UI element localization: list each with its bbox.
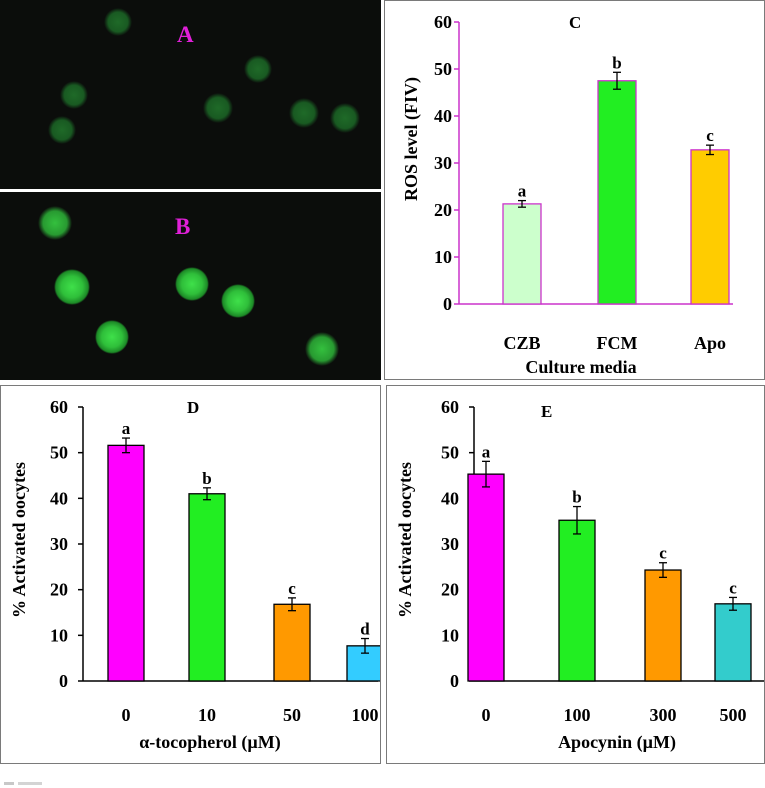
y-tick-label: 60 xyxy=(50,397,68,417)
x-tick-label: 0 xyxy=(482,705,491,725)
panel-label-a: A xyxy=(177,22,194,47)
panel-label-b: B xyxy=(175,214,191,239)
chart-panel-e: 0 10 20 30 40 50 60 a 0 b 100 c 300 c 500 E % Activate… xyxy=(386,385,765,764)
y-tick-label: 0 xyxy=(59,671,68,691)
significance-letter: a xyxy=(518,182,527,201)
significance-letter: a xyxy=(482,442,491,461)
y-tick-label: 20 xyxy=(441,580,459,600)
caption-fragment-mark xyxy=(4,782,42,785)
significance-letter: c xyxy=(729,578,737,597)
x-tick-label: CZB xyxy=(503,333,540,353)
chart-panel-label: E xyxy=(541,402,552,421)
x-tick-label: 10 xyxy=(198,705,216,725)
micrograph-panel-b: B xyxy=(0,192,381,380)
oocyte-dim xyxy=(244,55,272,83)
y-tick-label: 50 xyxy=(50,443,68,463)
bar xyxy=(273,603,311,682)
x-tick-label: Apo xyxy=(694,333,726,353)
y-tick-label: 40 xyxy=(441,488,459,508)
x-axis-title: Apocynin (µM) xyxy=(558,732,676,753)
y-tick-label: 60 xyxy=(441,397,459,417)
chart-panel-label: C xyxy=(569,13,581,32)
x-axis-title: α-tocopherol (µM) xyxy=(139,732,281,753)
oocyte-bright xyxy=(54,269,90,305)
y-tick-label: 30 xyxy=(50,534,68,554)
bar xyxy=(597,80,637,305)
micrograph-b-image xyxy=(38,206,339,366)
x-tick-label: 50 xyxy=(283,705,301,725)
y-tick-label: 0 xyxy=(450,671,459,691)
bar xyxy=(188,493,226,682)
bar xyxy=(558,519,596,682)
chart-panel-c: 0 10 20 30 40 50 60 a CZB b FCM c Apo C ROS level (F… xyxy=(384,0,765,380)
y-tick-label: 30 xyxy=(441,534,459,554)
bar xyxy=(714,603,752,682)
micrograph-a-image xyxy=(48,8,360,144)
x-tick-label: 500 xyxy=(720,705,747,725)
x-tick-label: FCM xyxy=(597,333,638,353)
y-tick-label: 10 xyxy=(434,247,452,267)
significance-letter: b xyxy=(572,488,581,507)
oocyte-bright xyxy=(38,206,72,240)
oocyte-bright xyxy=(95,320,129,354)
bar xyxy=(502,203,542,305)
significance-letter: c xyxy=(659,544,667,563)
y-tick-label: 50 xyxy=(441,443,459,463)
y-tick-label: 60 xyxy=(434,12,452,32)
chart-panel-label: D xyxy=(187,398,199,417)
oocyte-dim xyxy=(60,81,88,109)
oocyte-dim xyxy=(104,8,132,36)
bar xyxy=(467,473,505,682)
y-axis-title: % Activated oocytes xyxy=(395,462,415,618)
y-tick-label: 0 xyxy=(443,294,452,314)
bar xyxy=(644,569,682,682)
y-tick-label: 20 xyxy=(50,580,68,600)
y-tick-label: 50 xyxy=(434,59,452,79)
oocyte-bright xyxy=(221,284,255,318)
oocyte-dim xyxy=(48,116,76,144)
significance-letter: d xyxy=(360,620,370,639)
bar xyxy=(690,149,730,305)
x-tick-label: 300 xyxy=(650,705,677,725)
oocyte-dim xyxy=(330,103,360,133)
y-tick-label: 10 xyxy=(50,625,68,645)
oocyte-bright xyxy=(175,267,209,301)
micrograph-panel-a: A xyxy=(0,0,381,189)
x-tick-label: 0 xyxy=(122,705,131,725)
significance-letter: b xyxy=(612,53,621,72)
y-axis-title: ROS level (FIV) xyxy=(401,77,422,201)
y-tick-label: 40 xyxy=(50,488,68,508)
y-tick-label: 30 xyxy=(434,153,452,173)
bar xyxy=(346,645,384,682)
oocyte-bright xyxy=(305,332,339,366)
oocyte-dim xyxy=(203,93,233,123)
y-tick-label: 20 xyxy=(434,200,452,220)
tocopherol-activation-chart: 0 10 20 30 40 50 60 a 0 b 10 c 50 d 100 D % Activated … xyxy=(9,397,384,753)
significance-letter: c xyxy=(706,126,714,145)
chart-panel-d: 0 10 20 30 40 50 60 a 0 b 10 c 50 d 100 D % Activated … xyxy=(0,385,384,764)
oocyte-dim xyxy=(289,98,319,128)
y-tick-label: 10 xyxy=(441,625,459,645)
apocynin-activation-chart: 0 10 20 30 40 50 60 a 0 b 100 c 300 c 500 E % Activate… xyxy=(395,397,764,753)
significance-letter: a xyxy=(122,419,131,438)
y-tick-label: 40 xyxy=(434,106,452,126)
significance-letter: c xyxy=(288,579,296,598)
y-axis-title: % Activated oocytes xyxy=(9,462,29,618)
x-tick-label: 100 xyxy=(564,705,591,725)
ros-level-chart: 0 10 20 30 40 50 60 a CZB b FCM c Apo C ROS level (F… xyxy=(401,12,733,377)
x-tick-label: 100 xyxy=(352,705,379,725)
x-axis-title: Culture media xyxy=(525,357,636,377)
significance-letter: b xyxy=(202,469,211,488)
bar xyxy=(107,444,145,682)
